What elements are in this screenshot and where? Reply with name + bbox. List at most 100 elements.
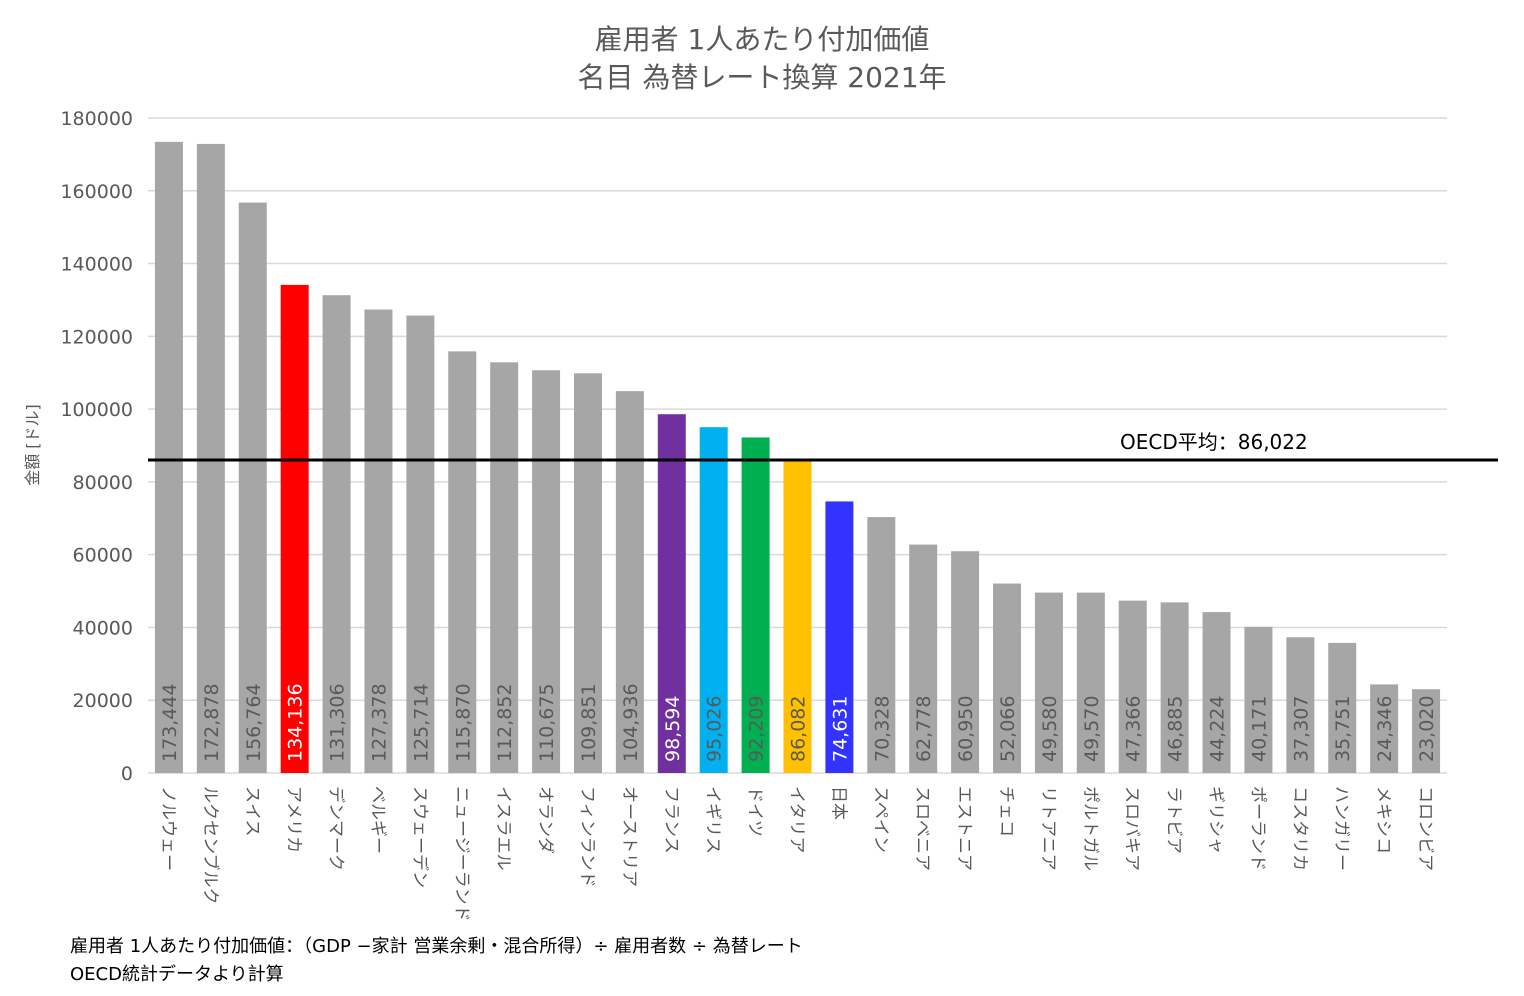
data-label: 47,366 [1123, 696, 1145, 762]
bar [1328, 642, 1357, 773]
y-tick-label: 120000 [60, 326, 133, 348]
y-tick-label: 160000 [60, 181, 133, 203]
category-label: メキシコ [1373, 786, 1393, 854]
bar [741, 437, 770, 773]
category-label: フィンランド [577, 786, 597, 888]
y-tick-label: 20000 [73, 690, 133, 712]
data-label: 62,778 [913, 696, 935, 762]
data-label: 40,171 [1248, 696, 1270, 762]
category-label: オランダ [535, 786, 555, 854]
bar [783, 459, 812, 773]
category-label: ギリシャ [1206, 786, 1226, 854]
bar [280, 284, 309, 773]
data-label: 49,580 [1039, 696, 1061, 762]
bar [364, 309, 393, 773]
bar [1118, 600, 1147, 773]
bar [154, 141, 183, 773]
data-label: 104,936 [620, 683, 642, 762]
bar [238, 202, 267, 773]
y-tick-label: 60000 [73, 545, 133, 567]
footnote-formula: 雇用者 1人あたり付加価値：（GDP −家計 営業余剰・混合所得）÷ 雇用者数 … [70, 936, 803, 957]
category-label: リトアニア [1038, 786, 1058, 871]
category-label: ポルトガル [1080, 786, 1100, 871]
y-tick-label: 0 [121, 763, 133, 785]
y-tick-label: 80000 [73, 472, 133, 494]
bar [825, 501, 854, 773]
bar [573, 373, 602, 773]
bar [951, 551, 980, 773]
data-label: 110,675 [536, 683, 558, 762]
bar [322, 295, 351, 773]
bar [699, 427, 728, 773]
data-label: 156,764 [243, 683, 265, 762]
category-label: イギリス [703, 786, 723, 854]
bar [1244, 626, 1273, 773]
category-label: ポーランド [1247, 786, 1267, 871]
category-label: フランス [661, 786, 681, 854]
bar [909, 544, 938, 773]
bar [1370, 684, 1399, 773]
data-label: 24,346 [1374, 696, 1396, 762]
category-label: スウェーデン [409, 786, 430, 888]
category-label: エストニア [954, 786, 974, 871]
data-label: 52,066 [997, 696, 1019, 762]
category-label: ニュージーランド [451, 786, 471, 922]
data-label: 173,444 [159, 683, 181, 762]
data-label: 98,594 [662, 696, 684, 762]
category-label: コロンビア [1415, 786, 1435, 871]
category-label: スロベニア [912, 786, 932, 871]
data-label: 112,852 [494, 683, 516, 762]
y-tick-label: 180000 [60, 108, 133, 130]
category-label: オーストリア [619, 786, 639, 887]
category-label: スペイン [870, 786, 890, 853]
category-label: イスラエル [493, 786, 513, 871]
bar [1286, 637, 1315, 773]
category-label: コスタリカ [1289, 786, 1309, 871]
bar [1160, 602, 1189, 773]
category-label: チェコ [996, 786, 1016, 837]
data-label: 131,306 [327, 683, 349, 762]
category-label: ベルギー [367, 786, 387, 854]
data-label: 172,878 [201, 683, 223, 762]
bar [1412, 689, 1441, 773]
category-label: デンマーク [326, 786, 347, 871]
y-tick-label: 140000 [60, 254, 133, 276]
bar [993, 583, 1022, 773]
data-label: 70,328 [871, 696, 893, 762]
bar [1076, 592, 1105, 773]
data-label: 95,026 [704, 696, 726, 762]
data-label: 60,950 [955, 696, 977, 762]
data-label: 46,885 [1165, 696, 1187, 762]
data-label: 37,307 [1290, 696, 1312, 762]
category-label: ルクセンブルク [200, 786, 221, 905]
bar [448, 351, 477, 773]
category-label: 日本 [828, 786, 848, 820]
bar [657, 414, 686, 773]
category-label: スイス [242, 786, 262, 837]
bar [615, 391, 644, 773]
data-label: 49,570 [1081, 696, 1103, 762]
data-label: 74,631 [829, 696, 851, 762]
data-label: 109,851 [578, 683, 600, 762]
y-axis-title: 金額 [ドル] [23, 404, 42, 486]
data-label: 92,209 [746, 696, 768, 762]
footnote-source: OECD統計データより計算 [70, 964, 284, 985]
bar [196, 143, 225, 774]
data-label: 86,082 [788, 696, 810, 762]
chart-subtitle: 名目 為替レート換算 2021年 [577, 61, 947, 94]
y-tick-label: 40000 [73, 617, 133, 639]
bar [406, 315, 435, 773]
data-label: 44,224 [1207, 696, 1229, 762]
data-label: 125,714 [410, 683, 432, 762]
bar [532, 370, 561, 773]
category-label: アメリカ [284, 786, 304, 853]
bar [490, 362, 519, 773]
y-tick-label: 100000 [60, 399, 133, 421]
oecd-average-label: OECD平均：86,022 [1120, 430, 1308, 454]
category-label: ドイツ [745, 786, 765, 837]
data-label: 115,870 [452, 683, 474, 762]
category-label: スロバキア [1122, 786, 1142, 871]
category-label: ノルウェー [158, 786, 178, 871]
bar [1034, 592, 1063, 773]
